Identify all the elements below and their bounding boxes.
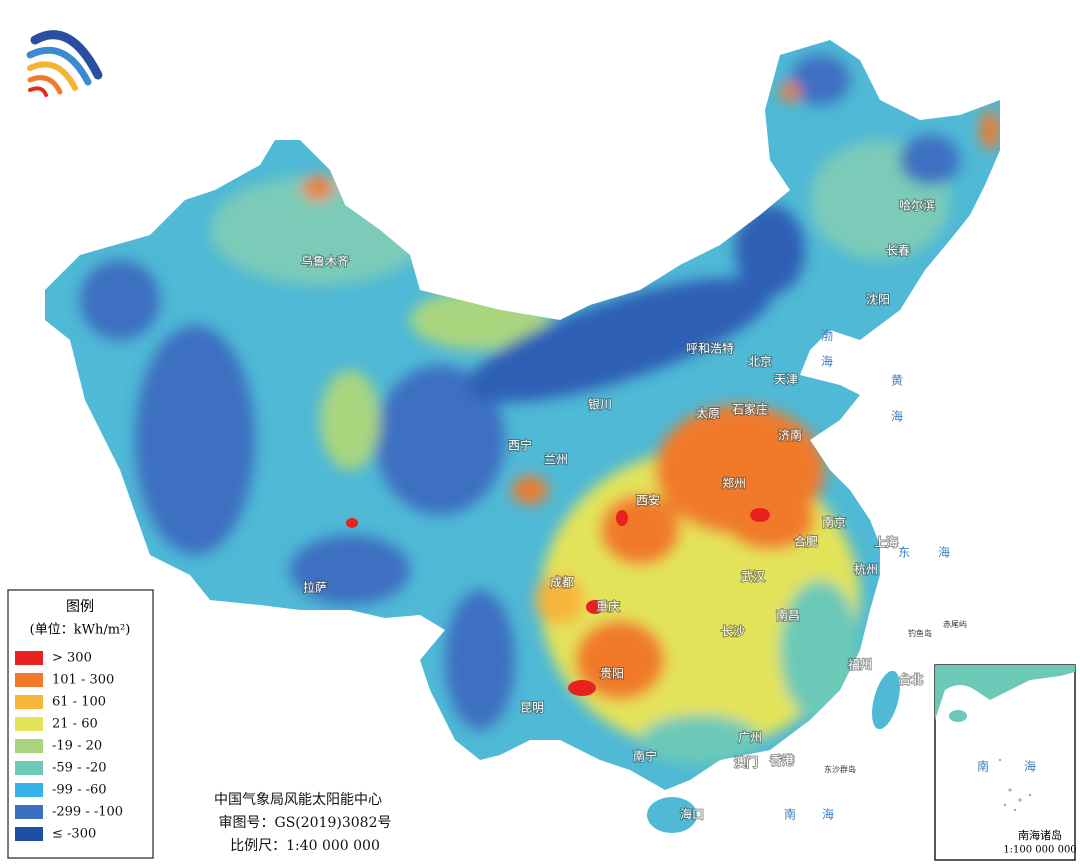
city-label: 重庆 [596,600,620,614]
sea-label: 黄海 [890,374,904,446]
city-label: 沈阳 [866,292,890,307]
legend-swatch [15,739,43,753]
inset-title: 南海诸岛 [1018,828,1062,842]
city-label: 南宁 [633,749,657,764]
legend-label: -99 - -60 [52,783,107,798]
island-label: 赤尾屿 [943,620,967,629]
legend-swatch [15,651,43,665]
inset: 南 海 南海诸岛 1:100 000 000 [934,664,1077,861]
inset-coast [935,665,1075,720]
city-label: 武汉 [741,570,765,584]
city-label: 上海 [874,535,898,550]
footer-scale: 比例尺：1:40 000 000 [230,838,380,854]
city-label: 昆明 [520,701,544,715]
logo [26,30,103,97]
city-label: 哈尔滨 [899,198,935,213]
legend-swatch [15,783,43,797]
island-label: 钓鱼岛 [908,628,932,638]
city-label: 香港 [770,754,794,768]
city-label: 南昌 [776,608,800,623]
sea-label: 东海 [898,545,978,560]
legend-label: 61 - 100 [52,695,106,710]
legend-label: 21 - 60 [52,717,98,732]
inset-islands [998,758,1032,812]
island-label: 东沙群岛 [824,764,856,774]
city-label: 合肥 [794,534,818,549]
city-label: 贵阳 [600,667,624,681]
inset-sea: 海 [1024,759,1036,774]
city-label: 南京 [822,515,846,530]
city-label: 西宁 [508,438,532,453]
inset-hainan [949,710,967,722]
sea-label: 南海 [784,807,860,822]
city-label: 郑州 [722,476,746,491]
footer-approval: 审图号：GS(2019)3082号 [219,815,392,831]
legend-swatch [15,717,43,731]
footer: 中国气象局风能太阳能中心 审图号：GS(2019)3082号 比例尺：1:40 … [214,792,391,854]
city-label: 太原 [696,406,720,421]
legend-label: -59 - -20 [52,761,107,776]
city-label: 北京 [748,355,772,369]
inset-scale: 1:100 000 000 [1003,845,1076,856]
city-label: 乌鲁木齐 [301,254,349,269]
legend-swatch [15,673,43,687]
city-labels: 乌鲁木齐 拉萨 西宁 兰州 银川 呼和浩特 北京 天津 石家庄 太原 济南 郑州… [300,197,936,823]
city-label: 广州 [738,731,762,745]
legend-swatch [15,805,43,819]
legend-label: ≤ -300 [52,827,96,842]
city-label: 银川 [588,398,612,412]
city-label: 澳门 [734,755,758,770]
city-label: 兰州 [544,453,568,467]
city-label: 西安 [636,493,660,508]
legend-swatch [15,827,43,841]
city-label: 济南 [778,428,802,443]
city-label: 成都 [550,576,574,590]
sea-label: 渤海 [820,329,834,381]
legend-label: 101 - 300 [52,673,114,688]
city-label: 福州 [848,657,872,672]
city-label: 海口 [680,807,704,822]
city-label: 呼和浩特 [686,341,734,356]
city-label: 石家庄 [732,402,768,417]
inset-frame [934,664,1076,861]
footer-org: 中国气象局风能太阳能中心 [214,792,382,808]
legend-label: -19 - 20 [52,739,102,754]
legend-label: -299 - -100 [52,805,123,820]
city-label: 长春 [886,244,910,258]
city-label: 天津 [774,373,798,387]
legend-unit: (单位：kWh/m²) [30,623,131,638]
legend-swatch [15,695,43,709]
city-label: 台北 [899,672,923,687]
city-label: 杭州 [854,562,878,577]
city-label: 长沙 [721,625,745,639]
inset-sea: 南 [977,759,989,774]
legend-swatch [15,761,43,775]
city-label: 拉萨 [303,580,327,595]
legend-title: 图例 [66,599,94,615]
sea-labels: 渤海 黄海 东海 南海 钓鱼岛 赤尾屿 东沙群岛 [784,329,978,822]
legend: 图例 (单位：kWh/m²) > 300 101 - 300 61 - 100 21 … [7,589,154,859]
legend-label: > 300 [52,651,92,666]
